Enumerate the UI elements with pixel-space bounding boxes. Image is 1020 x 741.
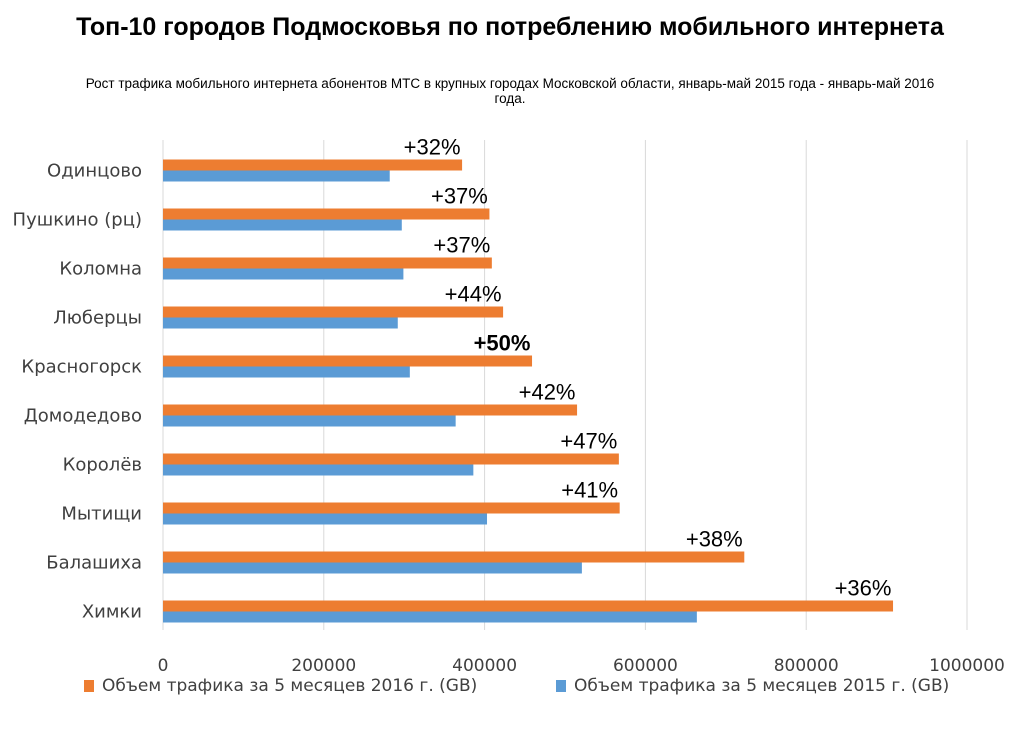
category-label: Балашиха [46,553,142,574]
growth-label: +37% [431,184,488,209]
bar-2015 [163,611,697,623]
growth-label: +37% [433,233,490,258]
legend: Объем трафика за 5 месяцев 2016 г. (GB) … [0,676,1020,700]
growth-label: +50% [474,331,531,356]
bar-2016 [163,404,578,416]
growth-label: +47% [560,429,617,454]
growth-label: +42% [519,380,576,405]
category-label: Красногорск [21,357,142,378]
bar-2016 [163,551,745,563]
bar-2016 [163,257,492,269]
legend-label-2016: Объем трафика за 5 месяцев 2016 г. (GB) [102,676,478,696]
bar-2016 [163,355,533,367]
category-label: Одинцово [47,161,142,182]
growth-label: +32% [404,135,461,160]
x-tick-label: 1000000 [929,656,1005,676]
bar-2015 [163,170,390,182]
category-label: Королёв [63,455,142,476]
category-label: Мытищи [61,504,142,525]
legend-swatch-2015 [556,680,566,692]
x-tick-label: 600000 [613,656,678,676]
bar-2015 [163,317,398,329]
category-label: Люберцы [53,308,142,329]
bar-2015 [163,464,474,476]
bar-2015 [163,415,456,427]
bar-2016 [163,306,504,318]
bar-2015 [163,513,488,525]
growth-label: +41% [561,478,618,503]
bar-2016 [163,600,894,612]
bar-2016 [163,208,490,220]
legend-item-2015: Объем трафика за 5 месяцев 2015 г. (GB) [556,676,949,696]
x-tick-label: 0 [158,656,169,676]
growth-label: +44% [445,282,502,307]
bar-2016 [163,453,619,465]
growth-label: +38% [686,527,743,552]
bar-2016 [163,502,620,514]
bar-2016 [163,159,463,171]
chart-subtitle: Рост трафика мобильного интернета абонен… [85,76,935,106]
bar-2015 [163,562,582,574]
bar-2015 [163,366,410,378]
category-label: Домодедово [24,406,142,427]
growth-labels: +32% +37% +37% +44% +50% +42% +47% +41% +38% +36% [404,135,892,601]
bar-2015 [163,219,402,231]
bars [163,159,894,623]
legend-item-2016: Объем трафика за 5 месяцев 2016 г. (GB) [84,676,477,696]
x-tick-label: 400000 [452,656,517,676]
legend-label-2015: Объем трафика за 5 месяцев 2015 г. (GB) [574,676,950,696]
growth-label: +36% [835,576,892,601]
category-label: Пушкино (рц) [13,210,142,231]
x-tick-label: 800000 [774,656,839,676]
legend-swatch-2016 [84,680,94,692]
bar-2015 [163,268,404,280]
x-tick-labels: 0 200000 400000 600000 800000 1000000 [158,656,1005,676]
category-label: Химки [82,602,142,623]
chart-title: Топ-10 городов Подмосковья по потреблени… [76,13,944,41]
x-tick-label: 200000 [291,656,356,676]
category-labels: Одинцово Пушкино (рц) Коломна Люберцы Красно… [13,161,143,623]
category-label: Коломна [59,259,142,280]
